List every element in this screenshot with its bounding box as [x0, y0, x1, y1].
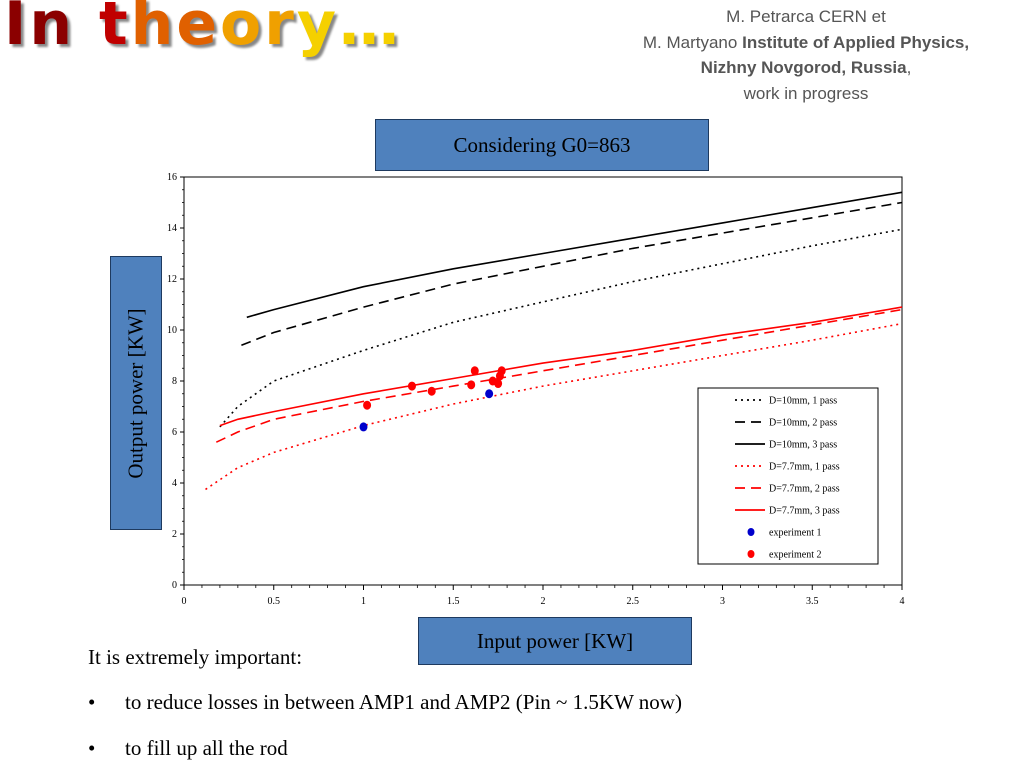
- author-location-suffix: ,: [906, 58, 912, 77]
- y-tick-label: 4: [172, 478, 177, 489]
- legend-label: D=10mm, 3 pass: [769, 440, 837, 451]
- author-institute: Institute of Applied Physics,: [742, 32, 970, 52]
- data-point: [359, 422, 368, 432]
- slide-title-char: I: [4, 0, 30, 59]
- x-axis-label: Input power [KW]: [476, 628, 634, 653]
- legend-label: D=7.7mm, 2 pass: [769, 484, 840, 495]
- bullet-text-1: to reduce losses in between AMP1 and AMP…: [125, 690, 682, 714]
- data-point: [467, 380, 476, 390]
- y-tick-label: 16: [167, 172, 177, 183]
- x-tick-label: 3.5: [806, 596, 819, 607]
- y-tick-label: 6: [172, 427, 177, 438]
- series-line: [205, 322, 903, 491]
- legend-marker: [747, 550, 755, 558]
- data-point: [497, 366, 506, 376]
- x-tick-label: 2.5: [627, 596, 640, 607]
- legend-label: experiment 2: [769, 550, 821, 561]
- data-point: [470, 366, 479, 376]
- y-axis-label: Output power [KW]: [123, 307, 148, 479]
- data-point: [363, 400, 372, 410]
- legend-label: D=10mm, 2 pass: [769, 418, 837, 429]
- series-line: [219, 228, 903, 428]
- legend-label: D=10mm, 1 pass: [769, 396, 837, 407]
- slide-title-char: …: [339, 0, 402, 59]
- slide-title: In theory…: [4, 0, 402, 60]
- bullet-marker-2: •: [88, 736, 96, 760]
- data-point: [407, 381, 416, 391]
- author-line-3: Nizhny Novgorod, Russia,: [596, 55, 1016, 81]
- y-tick-label: 14: [167, 223, 177, 234]
- legend-label: D=7.7mm, 3 pass: [769, 506, 840, 517]
- bullet-item-2: • to fill up all the rod: [88, 736, 288, 761]
- slide-title-char: o: [220, 0, 265, 59]
- data-point: [485, 389, 494, 399]
- series-line: [246, 191, 903, 319]
- slide-title-char: e: [176, 0, 221, 59]
- x-axis-label-box: Input power [KW]: [418, 617, 692, 665]
- y-tick-label: 10: [167, 325, 177, 336]
- y-axis-label-box: Output power [KW]: [110, 256, 162, 530]
- bullet-marker-1: •: [88, 690, 96, 714]
- slide-title-char: r: [264, 0, 297, 59]
- author-line-1: M. Petrarca CERN et: [726, 7, 886, 26]
- slide-title-char: h: [130, 0, 177, 59]
- x-tick-label: 0.5: [268, 596, 281, 607]
- author-location: Nizhny Novgorod, Russia: [700, 58, 907, 77]
- y-tick-label: 0: [172, 580, 177, 591]
- author-name: M. Martyano: [642, 32, 738, 52]
- bullet-item-1: • to reduce losses in between AMP1 and AM…: [88, 690, 682, 715]
- bullet-text-2: to fill up all the rod: [125, 736, 288, 760]
- y-tick-label: 8: [172, 376, 177, 387]
- data-point: [427, 386, 436, 396]
- author-status: work in progress: [743, 83, 869, 103]
- x-tick-label: 3: [720, 596, 725, 607]
- legend-label: experiment 1: [769, 528, 821, 539]
- x-tick-label: 0: [182, 596, 187, 607]
- slide-title-char: n: [29, 0, 76, 59]
- x-tick-label: 4: [900, 596, 905, 607]
- y-tick-label: 12: [167, 274, 177, 285]
- legend-box: [697, 387, 879, 565]
- slide-title-char: t: [98, 0, 131, 59]
- intro-text: It is extremely important:: [88, 645, 303, 669]
- author-line-2: M. Martyano Institute of Applied Physics…: [596, 30, 1016, 56]
- legend-marker: [747, 528, 755, 536]
- x-tick-label: 1: [361, 596, 366, 607]
- x-tick-label: 2: [541, 596, 546, 607]
- chart-title: Considering G0=863: [453, 132, 631, 157]
- data-point: [494, 379, 503, 389]
- author-block: M. Petrarca CERN et M. Martyano Institut…: [596, 4, 1016, 106]
- y-tick-label: 2: [172, 529, 177, 540]
- chart-title-box: Considering G0=863: [375, 119, 709, 171]
- legend-label: D=7.7mm, 1 pass: [769, 462, 840, 473]
- x-tick-label: 1.5: [447, 596, 460, 607]
- series-line: [241, 201, 903, 347]
- slide-title-char: y: [296, 0, 339, 59]
